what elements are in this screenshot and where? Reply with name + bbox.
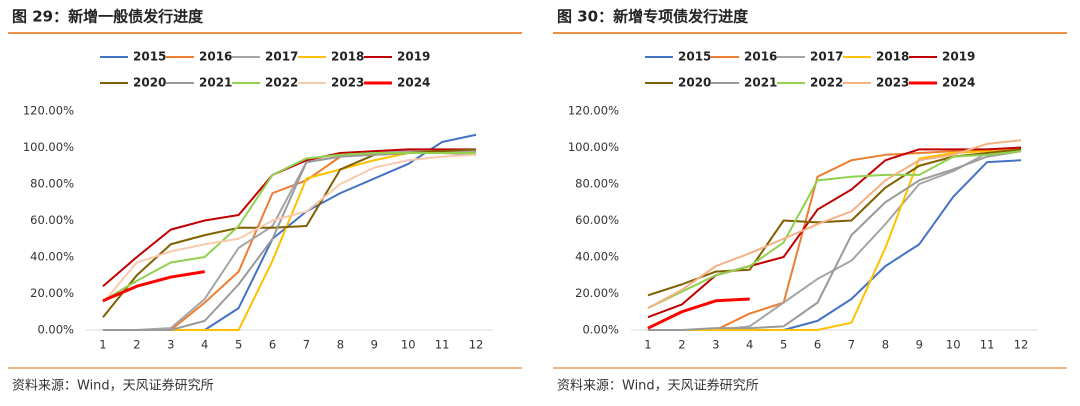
x-tick-label: 7 (303, 338, 310, 352)
legend-label: 2024 (397, 76, 430, 90)
legend-label: 2015 (133, 50, 166, 64)
y-tick-label: 100.00% (568, 140, 619, 154)
series-line (647, 146, 1022, 319)
series-line (647, 148, 1022, 331)
legend-label: 2020 (678, 76, 711, 90)
legend-label: 2017 (265, 50, 298, 64)
x-tick-label: 4 (746, 338, 753, 352)
x-tick-label: 10 (946, 338, 961, 352)
series-line (647, 148, 1022, 331)
legend-label: 2016 (199, 50, 232, 64)
x-tick-label: 11 (435, 338, 450, 352)
x-tick-label: 4 (201, 338, 208, 352)
legend-label: 2020 (133, 76, 166, 90)
legend-label: 2022 (265, 76, 298, 90)
x-tick-label: 11 (980, 338, 995, 352)
series-line (102, 151, 477, 302)
series-line (102, 150, 477, 331)
y-tick-label: 20.00% (30, 286, 74, 300)
y-tick-label: 60.00% (575, 213, 619, 227)
legend-label: 2018 (331, 50, 364, 64)
series-line (102, 150, 477, 331)
series-line (102, 133, 477, 331)
legend-label: 2015 (678, 50, 711, 64)
y-tick-label: 40.00% (30, 250, 74, 264)
x-tick-label: 7 (848, 338, 855, 352)
x-tick-label: 9 (371, 338, 378, 352)
x-tick-label: 2 (133, 338, 140, 352)
legend-label: 2019 (397, 50, 430, 64)
x-tick-label: 8 (337, 338, 344, 352)
y-tick-label: 80.00% (575, 177, 619, 191)
y-tick-label: 20.00% (575, 286, 619, 300)
x-tick-label: 5 (780, 338, 787, 352)
legend-label: 2023 (876, 76, 909, 90)
source-note: 资料来源：Wind，天风证券研究所 (557, 378, 759, 394)
legend-label: 2021 (199, 76, 232, 90)
x-tick-label: 6 (269, 338, 276, 352)
y-tick-label: 0.00% (37, 323, 74, 337)
legend-label: 2022 (810, 76, 843, 90)
x-tick-label: 3 (167, 338, 174, 352)
series-line (102, 153, 477, 304)
x-tick-label: 12 (1014, 338, 1029, 352)
y-tick-label: 80.00% (30, 177, 74, 191)
x-tick-label: 1 (99, 338, 106, 352)
y-tick-label: 120.00% (568, 104, 619, 118)
legend-label: 2019 (942, 50, 975, 64)
x-tick-label: 2 (678, 338, 685, 352)
series-line (647, 297, 750, 330)
x-tick-label: 3 (712, 338, 719, 352)
legend-label: 2021 (744, 76, 777, 90)
x-tick-label: 5 (235, 338, 242, 352)
legend-label: 2018 (876, 50, 909, 64)
chart-title: 图 30：新增专项债发行进度 (557, 8, 749, 26)
x-tick-label: 8 (882, 338, 889, 352)
legend-label: 2024 (942, 76, 975, 90)
series-line (647, 150, 1022, 310)
y-tick-label: 100.00% (23, 140, 74, 154)
series-line (647, 139, 1022, 309)
series-line (102, 151, 477, 331)
x-tick-label: 6 (814, 338, 821, 352)
chart-title: 图 29：新增一般债发行进度 (12, 8, 204, 26)
y-tick-label: 120.00% (23, 104, 74, 118)
y-tick-label: 60.00% (30, 213, 74, 227)
y-tick-label: 0.00% (582, 323, 619, 337)
source-note: 资料来源：Wind，天风证券研究所 (12, 378, 214, 394)
x-tick-label: 9 (916, 338, 923, 352)
x-tick-label: 10 (401, 338, 416, 352)
legend-label: 2017 (810, 50, 843, 64)
x-tick-label: 12 (469, 338, 484, 352)
legend-label: 2016 (744, 50, 777, 64)
series-line (102, 148, 477, 318)
legend-label: 2023 (331, 76, 364, 90)
series-line (647, 150, 1022, 331)
x-tick-label: 1 (644, 338, 651, 352)
series-line (102, 270, 205, 303)
y-tick-label: 40.00% (575, 250, 619, 264)
